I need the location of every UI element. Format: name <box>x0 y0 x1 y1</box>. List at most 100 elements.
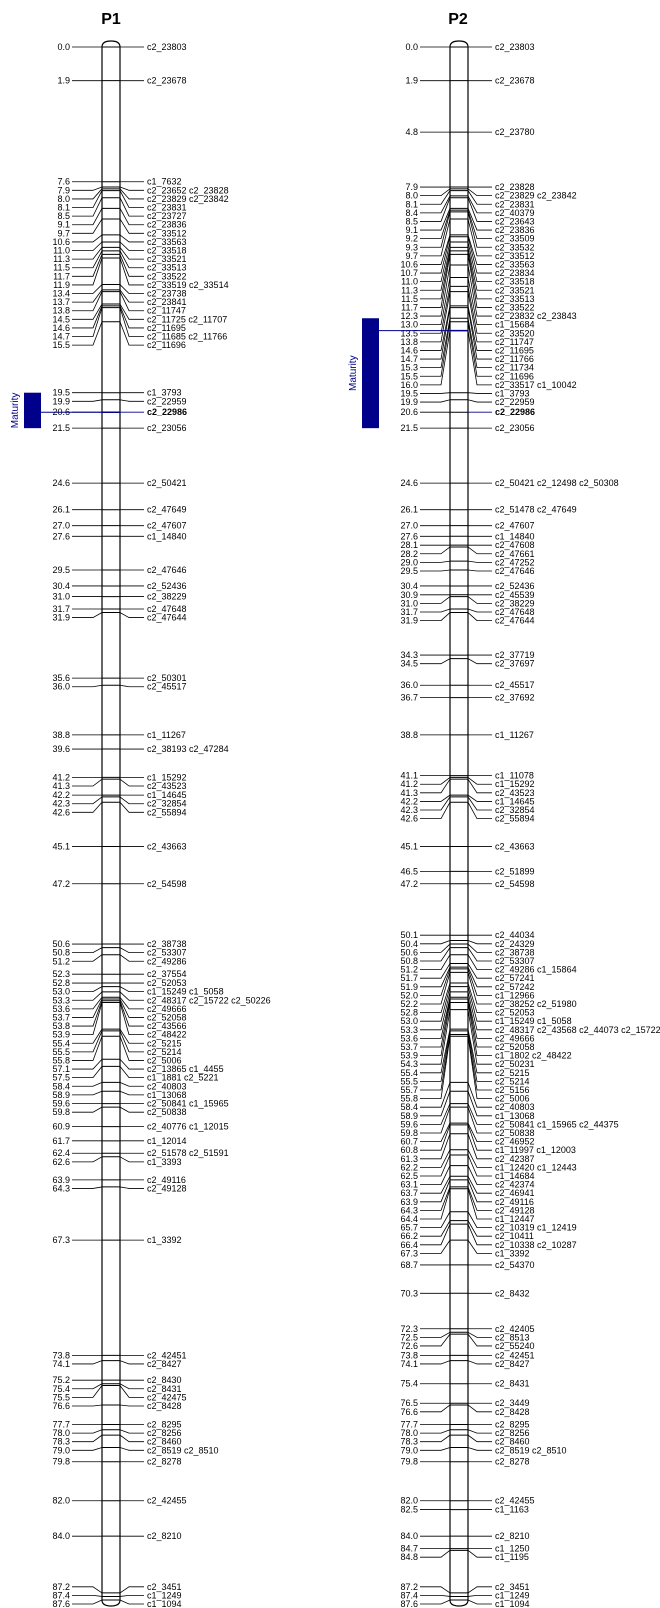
position-label: 27.6 <box>52 531 70 541</box>
position-label: 87.4 <box>400 1590 418 1600</box>
marker-label: c2_10338 c2_10287 <box>495 1240 577 1250</box>
marker-label: c2_8428 <box>495 1407 530 1417</box>
position-label: 11.7 <box>53 271 70 281</box>
marker-label: c2_33563 <box>147 237 187 247</box>
position-label: 42.3 <box>52 799 70 809</box>
marker-label: c2_11747 <box>147 306 186 316</box>
marker-label: c2_57241 <box>495 973 535 983</box>
marker-connector <box>467 802 492 820</box>
marker-label: c2_23727 <box>147 211 187 221</box>
position-connector <box>420 608 451 613</box>
position-label: 53.9 <box>52 1030 70 1040</box>
marker-label: c2_23841 <box>147 297 187 307</box>
marker-label: c2_54370 <box>495 1260 535 1270</box>
position-connector <box>420 250 451 300</box>
position-label: 82.0 <box>400 1496 418 1506</box>
marker-label: c2_23652 c2_23828 <box>147 185 229 195</box>
position-connector <box>420 778 451 794</box>
marker-label: c2_52053 <box>495 1008 535 1018</box>
position-label: 84.7 <box>400 1544 418 1554</box>
marker-label: c1_12014 <box>147 1136 187 1146</box>
marker-label: c2_8256 <box>147 1428 182 1438</box>
marker-connector <box>467 1124 492 1151</box>
marker-label: c2_40803 <box>495 1102 535 1112</box>
marker-label: c2_22959 <box>495 397 535 407</box>
position-label: 66.2 <box>400 1231 418 1241</box>
marker-label: c2_57242 <box>495 982 535 992</box>
marker-connector <box>467 560 492 563</box>
marker-label: c2_52058 <box>147 1012 187 1022</box>
marker-connector <box>119 1434 144 1443</box>
marker-connector <box>467 1211 492 1228</box>
marker-label: c1_1802 c2_48422 <box>495 1051 572 1061</box>
marker-connector <box>467 209 492 240</box>
position-connector <box>72 778 103 787</box>
marker-connector <box>467 1091 492 1117</box>
position-connector <box>72 684 103 688</box>
position-label: 51.2 <box>400 965 418 975</box>
position-label: 84.8 <box>400 1552 418 1562</box>
marker-label: c2_8431 <box>147 1384 182 1394</box>
position-label: 63.7 <box>400 1188 418 1198</box>
marker-label: c2_23056 <box>495 423 535 433</box>
position-label: 79.8 <box>400 1457 418 1467</box>
position-label: 62.4 <box>52 1148 70 1158</box>
marker-label: c2_33517 c1_10042 <box>495 380 577 390</box>
position-label: 78.0 <box>400 1428 418 1438</box>
marker-label: c2_46952 <box>495 1137 535 1147</box>
position-label: 59.8 <box>400 1128 418 1138</box>
marker-label: c2_37697 <box>495 659 535 669</box>
marker-connector <box>119 796 144 805</box>
marker-connector <box>467 1586 492 1594</box>
marker-connector <box>467 1107 492 1134</box>
marker-label: c2_42475 <box>147 1392 187 1402</box>
marker-label: c1_12966 <box>495 990 535 1000</box>
position-label: 8.5 <box>57 211 70 221</box>
marker-label: c2_47644 <box>495 616 535 626</box>
position-connector <box>420 1333 451 1347</box>
position-label: 87.2 <box>52 1582 70 1592</box>
position-label: 59.6 <box>52 1099 70 1109</box>
marker-label: c2_8210 <box>147 1531 182 1541</box>
marker-label: c2_8210 <box>495 1531 530 1541</box>
marker-label: c2_8460 <box>147 1437 182 1447</box>
position-connector <box>72 796 103 805</box>
position-label: 84.0 <box>52 1531 70 1541</box>
marker-connector <box>467 1029 492 1074</box>
position-label: 79.0 <box>52 1445 70 1455</box>
position-connector <box>420 954 451 970</box>
position-connector <box>72 1106 103 1113</box>
marker-connector <box>467 658 492 665</box>
position-label: 8.0 <box>57 194 70 204</box>
position-label: 62.2 <box>400 1162 418 1172</box>
marker-connector <box>467 208 492 231</box>
position-label: 50.8 <box>52 948 70 958</box>
marker-connector <box>467 1036 492 1099</box>
position-label: 87.2 <box>400 1582 418 1592</box>
position-label: 53.0 <box>52 987 70 997</box>
position-connector <box>72 1186 103 1189</box>
position-connector <box>72 303 103 320</box>
marker-label: c2_55240 <box>495 1341 535 1351</box>
position-label: 68.7 <box>400 1260 418 1270</box>
marker-connector <box>467 197 492 222</box>
marker-label: c2_47661 <box>495 549 535 559</box>
marker-label: c1_15684 <box>495 320 535 330</box>
position-connector <box>420 236 451 274</box>
position-label: 67.3 <box>400 1248 418 1258</box>
position-connector <box>72 250 103 269</box>
marker-label: c2_5006 <box>147 1055 182 1065</box>
marker-label: c2_11734 <box>495 363 534 373</box>
position-connector <box>72 986 103 993</box>
position-label: 78.3 <box>400 1437 418 1447</box>
position-connector <box>420 1404 451 1413</box>
position-label: 19.5 <box>52 388 70 398</box>
position-label: 53.7 <box>52 1012 70 1022</box>
position-connector <box>72 1429 103 1434</box>
position-label: 42.6 <box>400 814 418 824</box>
position-connector <box>420 1009 451 1065</box>
marker-label: c1_15292 <box>495 779 535 789</box>
marker-connector <box>119 303 144 320</box>
marker-connector <box>119 1000 144 1027</box>
marker-connector <box>467 991 492 1031</box>
